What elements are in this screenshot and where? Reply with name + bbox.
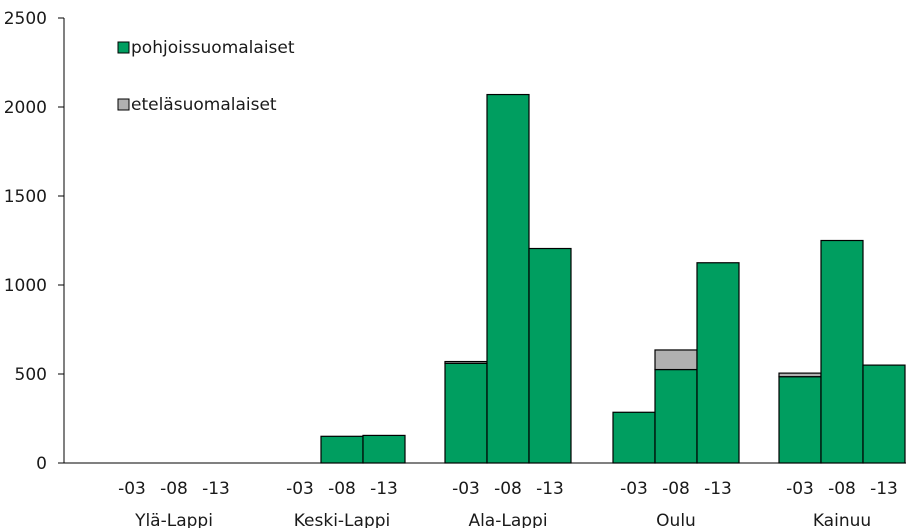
x-subcategory-label: -03 <box>786 479 814 499</box>
x-group-label: Keski-Lappi <box>294 511 391 528</box>
bar-pohjoissuomalaiset <box>362 434 406 464</box>
bar-pohjoissuomalaiset <box>820 239 864 464</box>
x-group-label: Kainuu <box>813 511 871 528</box>
legend-label: eteläsuomalaiset <box>131 95 277 115</box>
y-tick-label: 0 <box>36 454 47 474</box>
bar-etelasuomalaiset <box>778 372 822 378</box>
x-subcategory-label: -13 <box>870 479 898 499</box>
bar-etelasuomalaiset <box>444 360 488 364</box>
bar-pohjoissuomalaiset <box>654 368 698 464</box>
x-subcategory-label: -03 <box>286 479 314 499</box>
x-subcategory-label: -08 <box>328 479 356 499</box>
bar-pohjoissuomalaiset <box>486 93 530 464</box>
y-tick-label: 2000 <box>4 98 47 118</box>
bar-pohjoissuomalaiset <box>778 376 822 464</box>
x-subcategory-label: -08 <box>828 479 856 499</box>
bar-pohjoissuomalaiset <box>612 411 656 464</box>
bar-pohjoissuomalaiset <box>444 362 488 464</box>
x-subcategory-label: -08 <box>662 479 690 499</box>
y-tick-label: 500 <box>15 365 47 385</box>
bar-etelasuomalaiset <box>654 349 698 371</box>
x-subcategory-label: -08 <box>160 479 188 499</box>
legend-label: pohjoissuomalaiset <box>131 38 295 58</box>
x-group-label: Ala-Lappi <box>468 511 547 528</box>
x-axis: -03 -08 -13 Ylä-Lappi -03 -08 -13 Keski-Lappi -0… <box>64 462 906 528</box>
y-tick-label: 1500 <box>4 187 47 207</box>
y-tick-label: 2500 <box>4 9 47 29</box>
legend-swatch <box>117 98 130 111</box>
x-subcategory-label: -13 <box>370 479 398 499</box>
x-subcategory-label: -13 <box>536 479 564 499</box>
bar-pohjoissuomalaiset <box>528 247 572 464</box>
x-subcategory-label: -03 <box>452 479 480 499</box>
x-subcategory-label: -03 <box>620 479 648 499</box>
bars <box>320 93 906 464</box>
bar-pohjoissuomalaiset <box>862 364 906 464</box>
x-subcategory-label: -08 <box>494 479 522 499</box>
y-axis: 0 500 1000 1500 2000 2500 <box>4 9 65 474</box>
legend: pohjoissuomalaiset eteläsuomalaiset <box>117 38 295 115</box>
bar-pohjoissuomalaiset <box>320 435 364 464</box>
x-group-label: Ylä-Lappi <box>134 511 213 528</box>
x-subcategory-label: -13 <box>202 479 230 499</box>
y-tick-label: 1000 <box>4 276 47 296</box>
x-subcategory-label: -13 <box>704 479 732 499</box>
x-group-label: Oulu <box>656 511 696 528</box>
x-subcategory-label: -03 <box>118 479 146 499</box>
legend-swatch <box>117 41 130 54</box>
bar-pohjoissuomalaiset <box>696 262 740 464</box>
